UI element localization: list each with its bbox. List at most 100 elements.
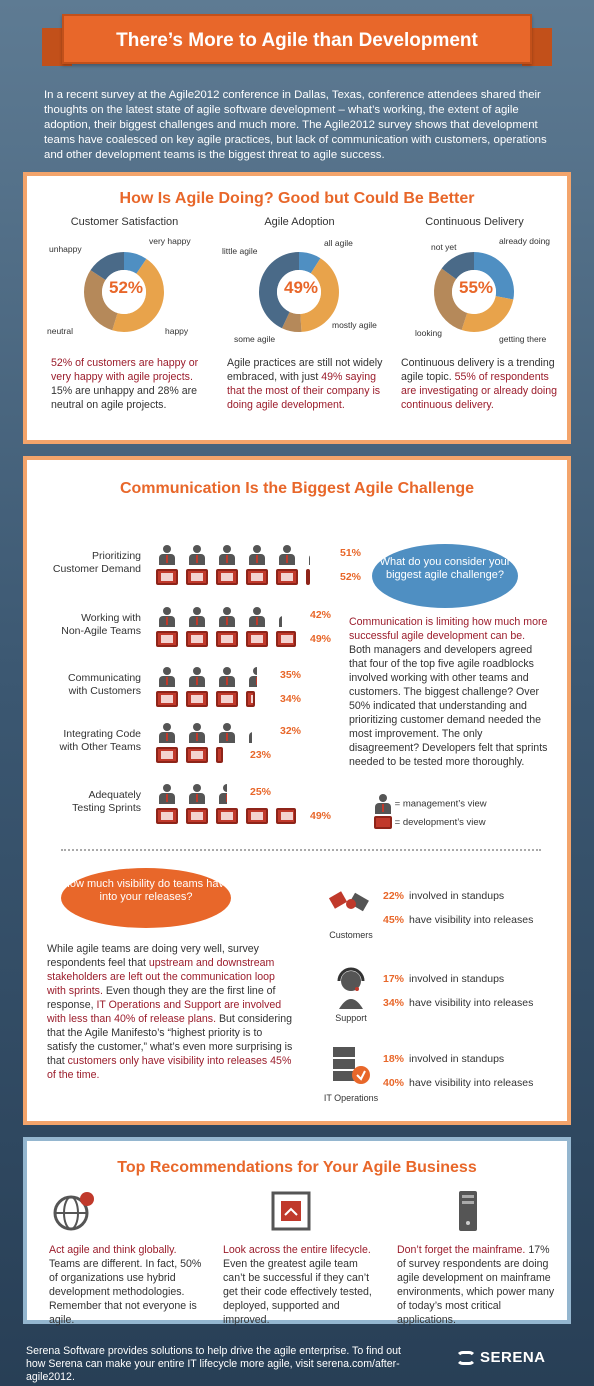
slice-label: not yet — [431, 242, 457, 252]
intro-text: In a recent survey at the Agile2012 conf… — [44, 89, 547, 161]
chart-customer-satisfaction: Customer Satisfaction 52% very happy hap… — [37, 216, 212, 350]
donut-chart — [434, 252, 514, 332]
development-pct: 34% — [280, 693, 302, 705]
challenge-row: Integrating Code with Other Teams 32% 23% — [41, 723, 371, 771]
chart-title: Customer Satisfaction — [70, 216, 179, 228]
donut-hole — [277, 270, 321, 314]
group-name: IT Operations — [323, 1093, 379, 1103]
donut-slice — [281, 311, 302, 332]
server-icon — [327, 1045, 375, 1089]
challenge-row: Adequately Testing Sprints 25% 49% — [41, 784, 371, 832]
developer-icon — [276, 569, 298, 585]
legend-label: = management’s view — [394, 798, 487, 810]
text-highlight: Communication is limiting how much more … — [349, 616, 548, 642]
donut-slice — [259, 252, 299, 329]
bubble-text: What do you consider your biggest agile … — [379, 556, 511, 581]
developer-icon — [156, 747, 178, 763]
visibility-support: Support 17% involved in standups 34% have … — [327, 965, 557, 1035]
manager-icon — [278, 607, 282, 629]
desc-text: Agile practices are still not widely emb… — [227, 357, 383, 383]
desc-highlight: 55% of respondents are investigating or … — [401, 371, 558, 411]
slice-label: some agile — [234, 334, 276, 344]
section-title: Top Recommendations for Your Agile Busin… — [117, 1159, 477, 1176]
donut-slice — [112, 258, 164, 332]
slice-label: looking — [415, 328, 442, 338]
slice-label: happy — [165, 326, 189, 336]
chart-title: Continuous Delivery — [425, 216, 524, 228]
developer-icon — [246, 691, 255, 707]
desc-text: Continuous delivery is a trending agile … — [401, 357, 555, 383]
chart-description: Continuous delivery is a trending agile … — [401, 356, 561, 412]
challenge-label: Communicating with Customers — [68, 672, 141, 697]
developer-icon — [186, 808, 208, 824]
developer-icon — [186, 747, 208, 763]
donut-slice — [84, 270, 118, 331]
manager-icon — [248, 723, 252, 745]
developer-icon — [216, 808, 238, 824]
developer-icon — [306, 569, 311, 585]
slice-label: already doing — [499, 236, 551, 246]
management-pct: 32% — [280, 725, 302, 737]
rec-mainframe: Don’t forget the mainframe. 17% of surve… — [397, 1191, 557, 1327]
challenge-row: Prioritizing Customer Demand 51% 52% — [41, 545, 371, 593]
developer-icon — [156, 691, 178, 707]
challenge-row: Communicating with Customers 35% 34% — [41, 667, 371, 715]
developer-icon — [216, 569, 238, 585]
manager-icon — [188, 723, 206, 745]
page-title: There’s More to Agile than Development — [116, 30, 478, 51]
slice-label: very happy — [149, 236, 191, 246]
donut-slice — [434, 268, 468, 331]
management-pct: 35% — [280, 669, 302, 681]
group-name: Support — [335, 1013, 367, 1023]
text-body: Both managers and developers agreed that… — [349, 644, 548, 768]
manager-icon — [248, 545, 266, 567]
chart-description: Agile practices are still not widely emb… — [227, 356, 387, 412]
donut-slice — [90, 252, 124, 280]
manager-icon — [158, 607, 176, 629]
rec-text: Teams are different. In fact, 50% of org… — [49, 1258, 202, 1326]
logo-icon — [456, 1351, 476, 1366]
desc-text: 15% are unhappy and 28% are neutral on a… — [51, 385, 198, 411]
standups-line: 18% involved in standups — [383, 1053, 505, 1065]
slice-label: neutral — [47, 326, 73, 336]
rec-highlight: Don’t forget the mainframe. — [397, 1244, 526, 1256]
donut-slice — [474, 252, 514, 300]
donut-area: 55% already doing getting there looking … — [387, 230, 562, 350]
donut-chart — [84, 252, 164, 332]
visibility-it-operations: IT Operations 18% involved in standups 40… — [324, 1045, 557, 1115]
release-line: 34% have visibility into releases — [383, 997, 534, 1009]
manager-icon — [218, 667, 236, 689]
standups-line: 17% involved in standups — [383, 973, 505, 985]
section-title: How Is Agile Doing? Good but Could Be Be… — [119, 190, 475, 207]
chart-agile-adoption: Agile Adoption 49% all agile mostly agil… — [212, 216, 387, 350]
divider — [61, 849, 541, 851]
visibility-bubble: How much visibility do teams have into y… — [61, 868, 231, 928]
manager-icon — [374, 794, 392, 814]
mainframe-icon — [397, 1191, 557, 1231]
bubble-text: How much visibility do teams have into y… — [61, 878, 231, 903]
desc-highlight: 52% of customers are happy or very happy… — [51, 357, 199, 383]
legend-label: = development’s view — [394, 817, 486, 829]
developer-icon — [156, 569, 178, 585]
manager-icon — [248, 607, 266, 629]
developer-icon — [276, 631, 296, 647]
legend-management: = management’s view — [374, 794, 487, 814]
donut-slice — [441, 252, 474, 280]
chart-description: 52% of customers are happy or very happy… — [51, 356, 211, 412]
challenge-label: Prioritizing Customer Demand — [52, 550, 141, 575]
development-pct: 49% — [310, 633, 332, 645]
developer-icon — [216, 691, 238, 707]
lifecycle-icon — [223, 1191, 383, 1231]
rec-lifecycle: Look across the entire lifecycle. Even t… — [223, 1191, 383, 1327]
developer-icon — [216, 631, 238, 647]
legend-development: = development’s view — [374, 816, 486, 829]
manager-icon — [278, 545, 296, 567]
management-pct: 51% — [340, 547, 362, 559]
developer-icon — [156, 808, 178, 824]
challenge-label: Working with Non-Agile Teams — [61, 612, 141, 637]
manager-icon — [188, 784, 206, 806]
donut-area: 49% all agile mostly agile some agile li… — [212, 230, 387, 350]
section-title: Communication Is the Biggest Agile Chall… — [119, 480, 475, 497]
handshake-icon — [327, 882, 375, 926]
serena-logo[interactable]: SERENA — [456, 1349, 546, 1366]
